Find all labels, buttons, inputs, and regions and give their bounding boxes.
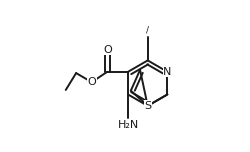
Text: O: O [87, 77, 96, 87]
Text: O: O [103, 45, 112, 55]
Text: H₂N: H₂N [118, 120, 139, 130]
Text: N: N [163, 67, 172, 77]
Text: /: / [146, 26, 149, 35]
Text: S: S [144, 101, 151, 111]
